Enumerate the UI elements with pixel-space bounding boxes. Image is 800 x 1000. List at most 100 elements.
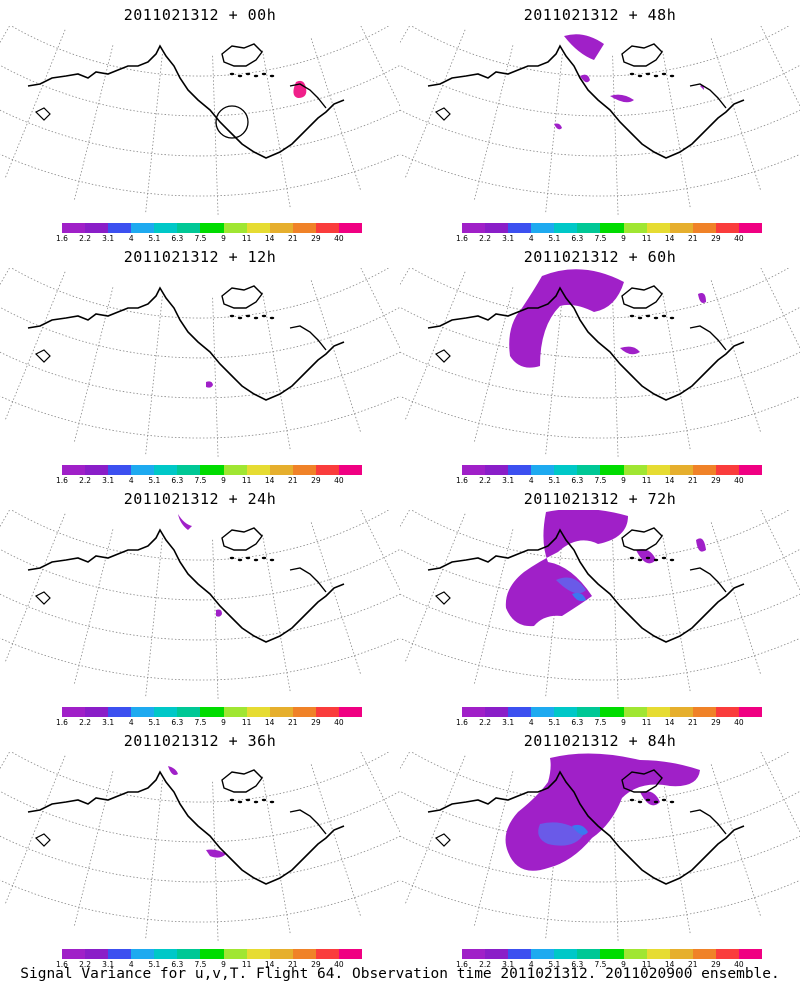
islands bbox=[34, 591, 51, 605]
colorbar-label: 3.1 bbox=[502, 718, 515, 727]
colorbar-label: 5.1 bbox=[148, 960, 161, 969]
colorbar-label: 3.1 bbox=[502, 234, 515, 243]
meridian-line bbox=[73, 529, 114, 685]
colorbar-label: 4 bbox=[528, 718, 534, 727]
colorbar-swatch bbox=[269, 949, 293, 959]
colorbar-swatch bbox=[669, 223, 693, 233]
variance-contour-fill bbox=[538, 822, 584, 846]
colorbar-swatch bbox=[508, 949, 532, 959]
island bbox=[653, 316, 659, 320]
colorbar-swatch bbox=[646, 949, 670, 959]
meridian-line bbox=[473, 45, 514, 201]
islands bbox=[34, 107, 51, 121]
island bbox=[629, 314, 635, 318]
colorbar-swatch bbox=[131, 223, 155, 233]
colorbar-label: 5.1 bbox=[548, 960, 561, 969]
colorbar-label: 3.1 bbox=[102, 476, 115, 485]
latitude-line bbox=[400, 835, 800, 883]
colorbar-label: 11 bbox=[241, 960, 252, 969]
colorbar-swatch bbox=[531, 223, 555, 233]
latitude-line bbox=[10, 26, 390, 77]
colorbar-swatch bbox=[600, 465, 624, 475]
colorbar-swatch bbox=[131, 707, 155, 717]
map bbox=[400, 510, 800, 700]
colorbar-swatch bbox=[338, 949, 363, 959]
islands bbox=[34, 349, 51, 363]
colorbar-label: 21 bbox=[287, 234, 298, 243]
latitude-line bbox=[10, 268, 390, 319]
colorbar-label: 21 bbox=[287, 718, 298, 727]
latitude-line bbox=[10, 752, 390, 803]
meridian-line bbox=[400, 26, 410, 44]
colorbar-label: 40 bbox=[734, 234, 744, 243]
meridian-line bbox=[360, 752, 400, 833]
coastline bbox=[689, 809, 727, 835]
variance-contour-fill bbox=[610, 94, 634, 103]
meridian-line bbox=[0, 752, 10, 770]
colorbar-swatch bbox=[577, 465, 601, 475]
meridian-line bbox=[710, 764, 762, 917]
variance-contour-fill bbox=[564, 34, 604, 60]
colorbar-swatch bbox=[623, 707, 647, 717]
latitude-line bbox=[0, 593, 400, 641]
colorbar-label: 3.1 bbox=[102, 718, 115, 727]
colorbar: 1.6 2.2 3.1 4 5.1 6.3 7.5 9 11 14 21 29 40 bbox=[456, 707, 763, 729]
colorbar-label: 5.1 bbox=[148, 476, 161, 485]
meridian-line bbox=[73, 287, 114, 443]
colorbar-swatch bbox=[554, 223, 578, 233]
colorbar-swatch bbox=[154, 949, 178, 959]
meridian-line bbox=[400, 268, 410, 286]
latitude-line bbox=[400, 593, 800, 641]
panel-title: 2011021312 + 36h bbox=[123, 732, 277, 750]
colorbar-swatch bbox=[738, 223, 763, 233]
colorbar-swatch bbox=[62, 465, 86, 475]
island bbox=[237, 316, 243, 320]
colorbar-label: 29 bbox=[711, 234, 721, 243]
meridian-line bbox=[212, 781, 219, 942]
islands bbox=[434, 833, 451, 847]
colorbar-swatch bbox=[177, 949, 201, 959]
colorbar-swatch bbox=[62, 707, 86, 717]
latitude-line bbox=[400, 879, 800, 923]
colorbar-label: 14 bbox=[664, 960, 675, 969]
island bbox=[229, 72, 235, 76]
observation-location-marker bbox=[215, 105, 249, 139]
coastline bbox=[289, 325, 327, 351]
meridian-line bbox=[145, 295, 163, 456]
colorbar-label: 3.1 bbox=[102, 960, 115, 969]
island bbox=[637, 316, 643, 320]
meridian-line bbox=[310, 38, 362, 191]
colorbar-swatch bbox=[692, 949, 716, 959]
colorbar-label: 4 bbox=[528, 234, 534, 243]
colorbar-label: 2.2 bbox=[79, 476, 92, 485]
colorbar-label: 14 bbox=[664, 234, 675, 243]
island bbox=[229, 314, 235, 318]
colorbar-label: 14 bbox=[264, 476, 275, 485]
colorbar-label: 3.1 bbox=[502, 476, 515, 485]
island bbox=[653, 800, 659, 804]
meridian-line bbox=[0, 510, 10, 528]
latitude-line bbox=[400, 109, 800, 157]
meridian-line bbox=[662, 292, 691, 451]
island bbox=[261, 72, 267, 76]
colorbar-swatch bbox=[246, 465, 270, 475]
colorbar-label: 1.6 bbox=[456, 476, 468, 485]
colorbar-label: 7.5 bbox=[594, 234, 607, 243]
arctic-islands bbox=[621, 285, 663, 309]
island bbox=[637, 800, 643, 804]
meridian-line bbox=[360, 268, 400, 349]
meridian-line bbox=[760, 26, 800, 107]
colorbar-label: 21 bbox=[687, 718, 698, 727]
island bbox=[269, 558, 275, 562]
colorbar-swatch bbox=[315, 223, 339, 233]
colorbar-label: 1.6 bbox=[56, 960, 68, 969]
meridian-line bbox=[404, 29, 466, 179]
meridian-line bbox=[212, 297, 219, 458]
colorbar-swatch bbox=[223, 949, 247, 959]
island bbox=[261, 556, 267, 560]
meridian-line bbox=[545, 53, 563, 214]
colorbar-swatch bbox=[692, 223, 716, 233]
island bbox=[653, 74, 659, 78]
coastline bbox=[427, 44, 745, 159]
arctic-islands bbox=[621, 43, 663, 67]
